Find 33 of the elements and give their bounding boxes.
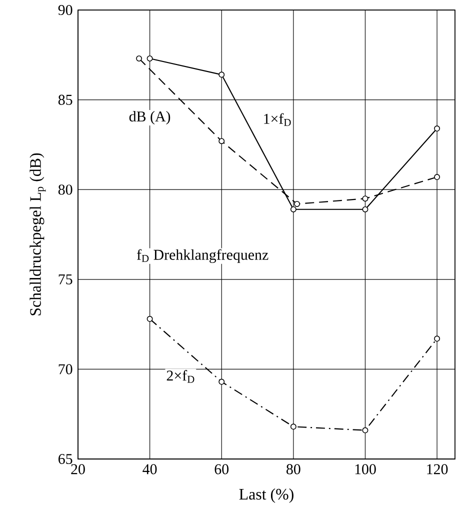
point (362, 427, 368, 434)
point (218, 378, 225, 385)
x-tick-label: 100 (355, 464, 376, 474)
series-label: 1×f$_{D}$ (264, 113, 291, 126)
y-tick-label: 85 (58, 94, 72, 105)
x-tick-label: 80 (286, 464, 300, 474)
y-tick-label: 90 (58, 4, 72, 16)
point (434, 126, 440, 132)
y-tick-label: 80 (58, 184, 72, 195)
y-tick-label: 65 (58, 454, 72, 464)
point (290, 424, 296, 430)
x-tick-label: 40 (142, 464, 157, 474)
point (294, 200, 300, 207)
point (136, 56, 142, 62)
x-tick-label: 20 (71, 464, 85, 474)
point (362, 206, 368, 212)
series-label: 2×f$_{D}$ (166, 370, 194, 383)
point (434, 174, 440, 180)
point (218, 138, 225, 144)
y-axis-title: Schalldruckpegel L$_{p}$ (dB) (30, 153, 46, 316)
y-tick-label: 75 (58, 274, 72, 284)
x-tick-label: 120 (427, 464, 448, 474)
annotation: f$_{D}$ Drehklangfrequenz (137, 249, 268, 263)
point (146, 316, 153, 322)
x-tick-label: 60 (214, 464, 229, 474)
point (146, 56, 153, 62)
series-label: dB (A) (129, 111, 170, 125)
point (290, 206, 296, 212)
point (434, 336, 440, 342)
x-axis-title: Last (%) (239, 488, 294, 503)
y-tick-label: 70 (58, 364, 72, 374)
point (362, 196, 368, 202)
point (218, 72, 225, 78)
